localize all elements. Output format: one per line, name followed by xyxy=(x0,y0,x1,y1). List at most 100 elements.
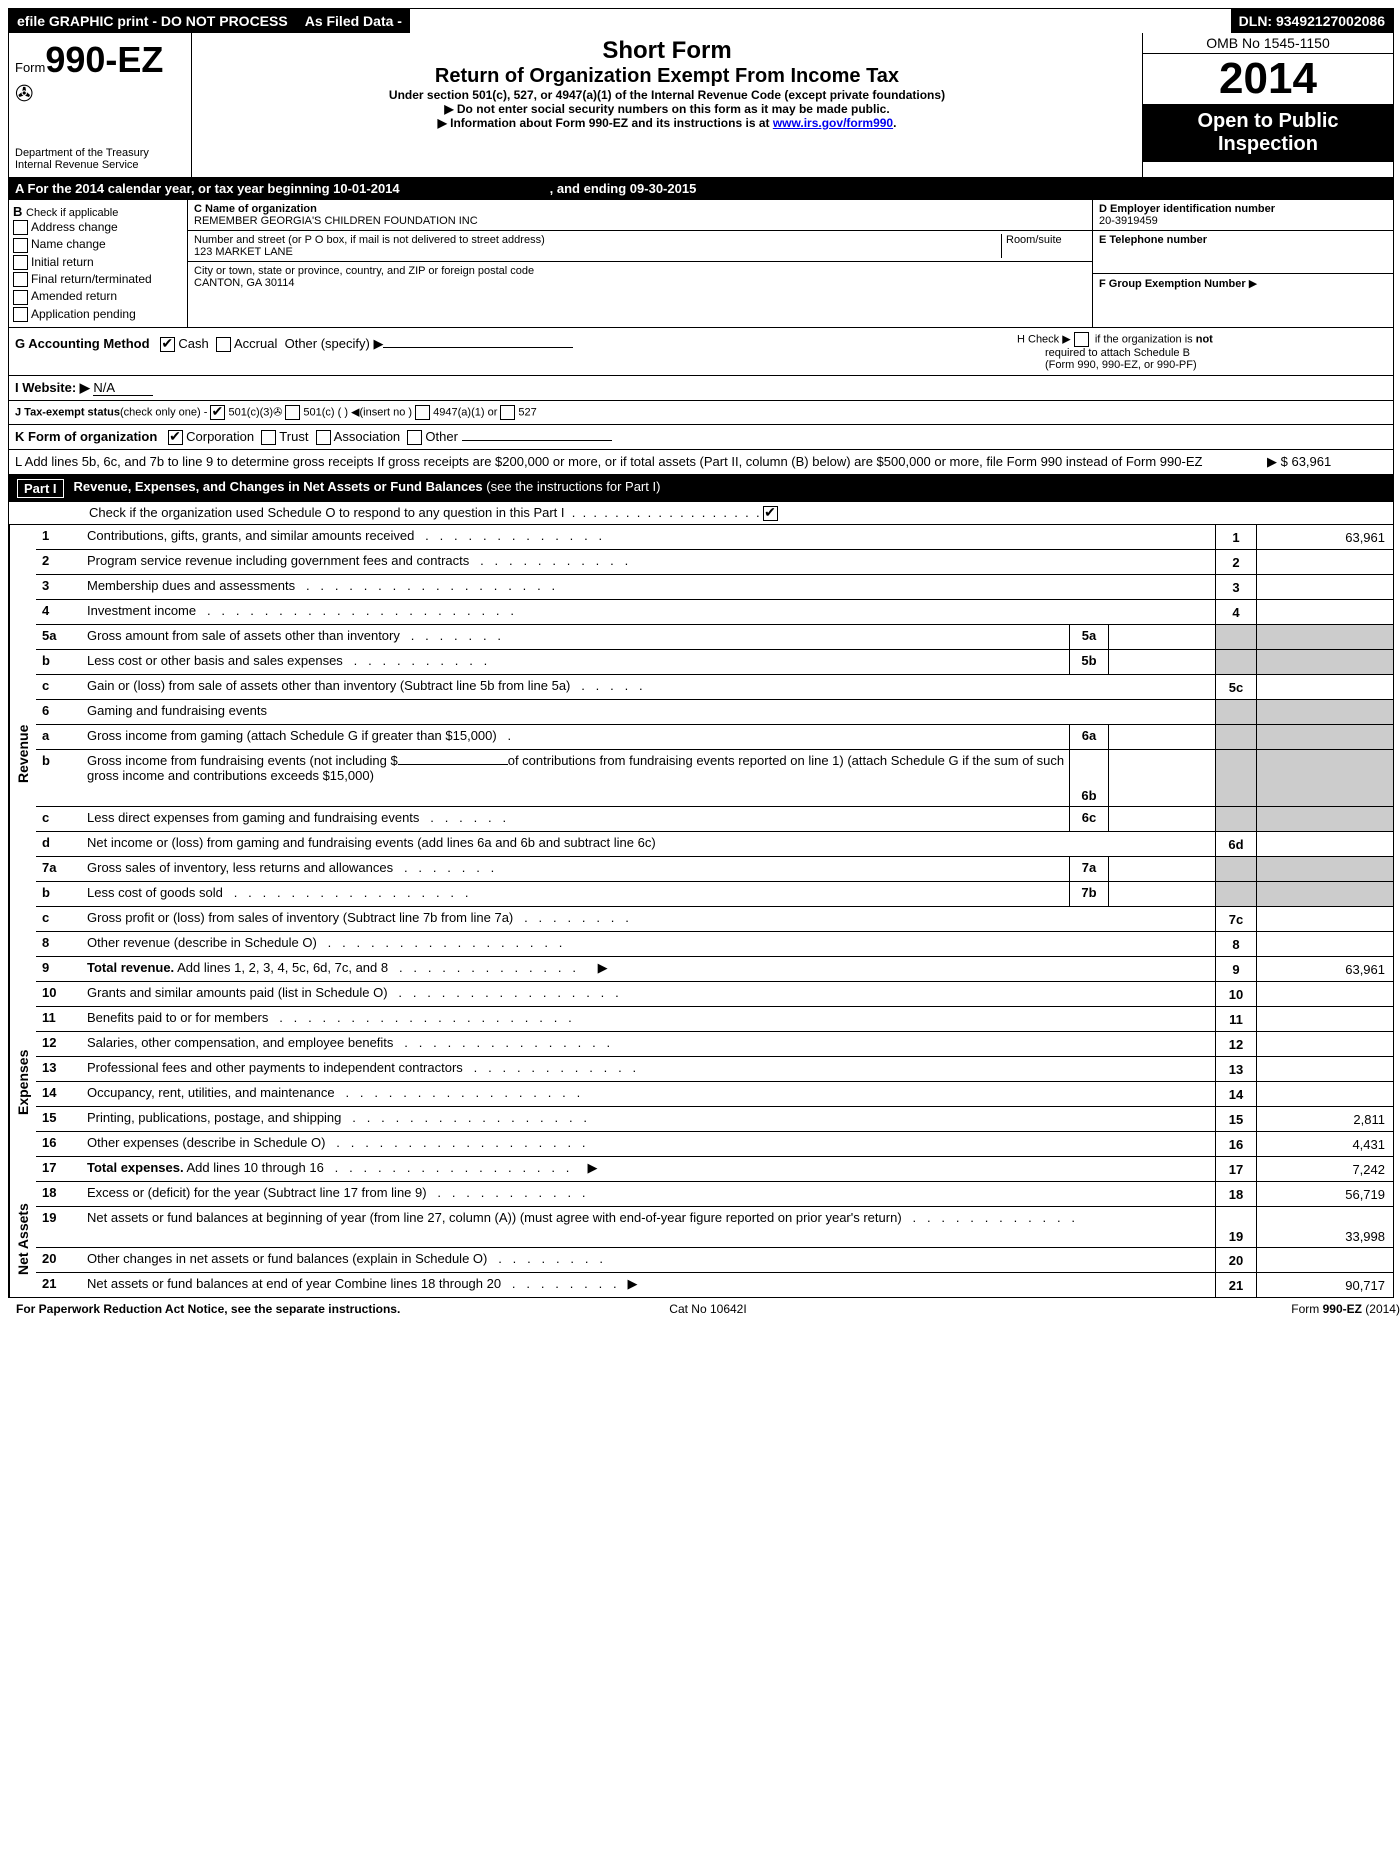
chk-final-return[interactable] xyxy=(13,272,28,287)
chk-amended-return[interactable] xyxy=(13,290,28,305)
section-i: I Website: ▶ N/A xyxy=(9,376,1393,401)
line-8-text: Other revenue (describe in Schedule O) xyxy=(87,935,317,950)
part1-header: Part I Revenue, Expenses, and Changes in… xyxy=(9,475,1393,502)
room-label: Room/suite xyxy=(1001,234,1086,258)
chk-association[interactable] xyxy=(316,430,331,445)
irs-link[interactable]: www.irs.gov/form990 xyxy=(773,116,893,130)
chk-initial-return[interactable] xyxy=(13,255,28,270)
subtitle-3: ▶ Information about Form 990-EZ and its … xyxy=(202,116,1132,130)
website-label: I Website: ▶ xyxy=(15,380,90,395)
line-11-text: Benefits paid to or for members xyxy=(87,1010,268,1025)
line-17-text: Total expenses. xyxy=(87,1160,184,1175)
g-label: G Accounting Method xyxy=(15,336,150,351)
as-filed-label: As Filed Data - xyxy=(297,9,411,33)
section-a: A For the 2014 calendar year, or tax yea… xyxy=(9,178,1393,200)
line-18-value: 56,719 xyxy=(1257,1182,1393,1206)
phone-label: E Telephone number xyxy=(1099,234,1207,246)
omb-number: OMB No 1545-1150 xyxy=(1143,33,1393,54)
street-label: Number and street (or P O box, if mail i… xyxy=(194,234,1001,246)
chk-address-change[interactable] xyxy=(13,220,28,235)
tax-year: 2014 xyxy=(1143,54,1393,104)
chk-other-org[interactable] xyxy=(407,430,422,445)
city-label: City or town, state or province, country… xyxy=(194,265,1086,277)
chk-corporation[interactable] xyxy=(168,430,183,445)
line-4-text: Investment income xyxy=(87,603,196,618)
line-5c-text: Gain or (loss) from sale of assets other… xyxy=(87,678,570,693)
section-b: B Check if applicable Address change Nam… xyxy=(9,200,188,327)
chk-527[interactable] xyxy=(500,405,515,420)
section-gh: G Accounting Method Cash Accrual Other (… xyxy=(9,328,1393,376)
period-begin: A For the 2014 calendar year, or tax yea… xyxy=(15,181,400,196)
ein-value: 20-3919459 xyxy=(1099,215,1387,227)
form-prefix: Form xyxy=(15,60,45,75)
short-form-title: Short Form xyxy=(202,37,1132,65)
section-h: H Check ▶ if the organization is not req… xyxy=(1011,328,1393,375)
c-label: C Name of organization xyxy=(194,203,317,215)
dln-value: 93492127002086 xyxy=(1276,13,1385,29)
line-3-text: Membership dues and assessments xyxy=(87,578,295,593)
part1-check-row: Check if the organization used Schedule … xyxy=(9,502,1393,525)
irs-label: Internal Revenue Service xyxy=(15,159,185,171)
chk-application-pending[interactable] xyxy=(13,307,28,322)
part1-title: Revenue, Expenses, and Changes in Net As… xyxy=(74,479,483,494)
net-assets-label: Net Assets xyxy=(9,1182,36,1297)
subtitle-2: ▶ Do not enter social security numbers o… xyxy=(202,102,1132,116)
line-6-text: Gaming and fundraising events xyxy=(83,700,1215,724)
section-j: J Tax-exempt status(check only one) - 50… xyxy=(9,401,1393,425)
line-21-value: 90,717 xyxy=(1257,1273,1393,1297)
period-end: , and ending 09-30-2015 xyxy=(550,181,697,196)
part1-label: Part I xyxy=(17,479,64,498)
street-value: 123 MARKET LANE xyxy=(194,246,1001,258)
l-text: L Add lines 5b, 6c, and 7b to line 9 to … xyxy=(9,450,1261,474)
section-def: D Employer identification number 20-3919… xyxy=(1092,200,1393,327)
form-number: 990-EZ xyxy=(45,39,163,80)
chk-schedule-o[interactable] xyxy=(763,506,778,521)
line-13-text: Professional fees and other payments to … xyxy=(87,1060,463,1075)
chk-trust[interactable] xyxy=(261,430,276,445)
line-7c-text: Gross profit or (loss) from sales of inv… xyxy=(87,910,513,925)
line-17-value: 7,242 xyxy=(1257,1157,1393,1181)
chk-schedule-b[interactable] xyxy=(1074,332,1089,347)
chk-4947[interactable] xyxy=(415,405,430,420)
expenses-label: Expenses xyxy=(9,982,36,1182)
line-1-text: Contributions, gifts, grants, and simila… xyxy=(87,528,414,543)
line-9-text: Total revenue. xyxy=(87,960,174,975)
footer-form-no: 990-EZ xyxy=(1323,1302,1362,1316)
net-assets-section: Net Assets 18Excess or (deficit) for the… xyxy=(9,1182,1393,1297)
line-6c-text: Less direct expenses from gaming and fun… xyxy=(87,810,419,825)
chk-501c[interactable] xyxy=(285,405,300,420)
line-19-value: 33,998 xyxy=(1257,1207,1393,1247)
chk-cash[interactable] xyxy=(160,337,175,352)
expenses-section: Expenses 10Grants and similar amounts pa… xyxy=(9,982,1393,1182)
city-value: CANTON, GA 30114 xyxy=(194,277,1086,289)
chk-501c3[interactable] xyxy=(210,405,225,420)
revenue-section: Revenue 1Contributions, gifts, grants, a… xyxy=(9,525,1393,982)
cat-no: Cat No 10642I xyxy=(477,1302,938,1316)
ein-label: D Employer identification number xyxy=(1099,203,1275,215)
main-title: Return of Organization Exempt From Incom… xyxy=(202,65,1132,88)
website-value: N/A xyxy=(93,380,153,396)
line-14-text: Occupancy, rent, utilities, and maintena… xyxy=(87,1085,335,1100)
subtitle-1: Under section 501(c), 527, or 4947(a)(1)… xyxy=(202,88,1132,102)
efile-notice: efile GRAPHIC print - DO NOT PROCESS xyxy=(9,9,297,33)
chk-name-change[interactable] xyxy=(13,238,28,253)
form-header: Form990-EZ ✇ Department of the Treasury … xyxy=(9,33,1393,178)
section-l: L Add lines 5b, 6c, and 7b to line 9 to … xyxy=(9,450,1393,475)
line-5b-text: Less cost or other basis and sales expen… xyxy=(87,653,343,668)
header-right: OMB No 1545-1150 2014 Open to PublicInsp… xyxy=(1142,33,1393,177)
line-1-value: 63,961 xyxy=(1257,525,1393,549)
line-19-text: Net assets or fund balances at beginning… xyxy=(87,1210,902,1225)
header-center: Short Form Return of Organization Exempt… xyxy=(192,33,1142,177)
line-5a-text: Gross amount from sale of assets other t… xyxy=(87,628,400,643)
paperwork-notice: For Paperwork Reduction Act Notice, see … xyxy=(16,1302,400,1316)
page-footer: For Paperwork Reduction Act Notice, see … xyxy=(8,1298,1400,1320)
info-block: B Check if applicable Address change Nam… xyxy=(9,200,1393,328)
form-990ez: efile GRAPHIC print - DO NOT PROCESS As … xyxy=(8,8,1394,1298)
line-18-text: Excess or (deficit) for the year (Subtra… xyxy=(87,1185,427,1200)
top-bar: efile GRAPHIC print - DO NOT PROCESS As … xyxy=(9,9,1393,33)
line-10-text: Grants and similar amounts paid (list in… xyxy=(87,985,388,1000)
line-21-text: Net assets or fund balances at end of ye… xyxy=(87,1276,501,1291)
line-20-text: Other changes in net assets or fund bala… xyxy=(87,1251,487,1266)
dept-treasury: Department of the Treasury xyxy=(15,147,185,159)
chk-accrual[interactable] xyxy=(216,337,231,352)
